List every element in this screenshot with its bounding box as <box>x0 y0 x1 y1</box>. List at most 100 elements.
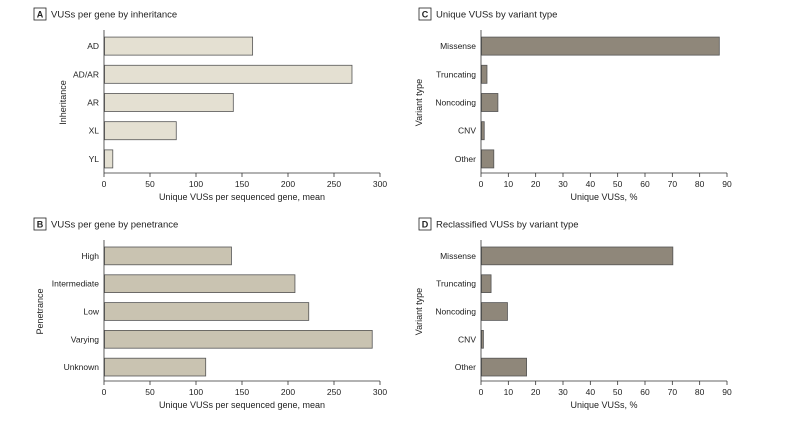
x-tick-label: 30 <box>558 179 568 189</box>
panel-letter: A <box>37 10 44 20</box>
category-label: Other <box>455 154 476 164</box>
bar-other <box>481 149 495 169</box>
x-tick-label: 250 <box>327 387 341 397</box>
x-tick-label: 90 <box>722 179 732 189</box>
panel-c: C Unique VUSs by variant type Missense Trun… <box>414 7 732 202</box>
x-tick-label: 10 <box>504 179 514 189</box>
panel-letter-box <box>33 7 47 21</box>
category-label: Noncoding <box>435 98 476 108</box>
x-tick-label: 200 <box>281 179 295 189</box>
x-tick-label: 50 <box>145 179 155 189</box>
bar-cnv <box>481 121 485 141</box>
category-label: AR <box>87 98 99 108</box>
bar-ar <box>104 93 234 112</box>
panel-title: VUSs per gene by inheritance <box>51 10 177 21</box>
category-label: Missense <box>440 251 476 261</box>
y-axis-title: Inheritance <box>58 80 68 125</box>
category-label: Intermediate <box>52 279 100 289</box>
bar-truncating <box>481 274 492 293</box>
panel-d: D Reclassified VUSs by variant type Missen… <box>414 217 732 410</box>
x-tick-label: 0 <box>102 179 107 189</box>
x-axis-title: Unique VUSs per sequenced gene, mean <box>159 400 325 410</box>
y-axis-title: Variant type <box>414 79 424 126</box>
bar-varying <box>104 330 373 349</box>
x-tick-label: 80 <box>695 387 705 397</box>
x-tick-label: 50 <box>145 387 155 397</box>
bar-ad <box>104 36 254 56</box>
bar-ad-ar <box>104 64 353 84</box>
x-tick-label: 200 <box>281 387 295 397</box>
panel-letter-box <box>33 217 47 231</box>
category-label: Low <box>83 307 99 317</box>
bar-yl <box>104 149 114 169</box>
bar-xl <box>104 121 177 141</box>
bar-high <box>104 246 232 266</box>
x-tick-label: 70 <box>668 387 678 397</box>
x-tick-label: 20 <box>531 179 541 189</box>
category-label: CNV <box>458 334 476 344</box>
category-label: AD/AR <box>73 69 99 79</box>
x-tick-label: 250 <box>327 179 341 189</box>
category-label: Other <box>455 362 476 372</box>
x-axis-title: Unique VUSs, % <box>570 400 637 410</box>
bar-cnv <box>481 330 484 349</box>
x-tick-label: 50 <box>613 387 623 397</box>
category-label: XL <box>89 126 100 136</box>
bar-intermediate <box>104 274 296 293</box>
category-label: Truncating <box>436 69 476 79</box>
x-tick-label: 30 <box>558 387 568 397</box>
x-tick-label: 60 <box>640 387 650 397</box>
bar-missense <box>481 246 674 266</box>
category-label: YL <box>89 154 100 164</box>
x-tick-label: 150 <box>235 387 249 397</box>
category-label: Missense <box>440 41 476 51</box>
panel-letter: B <box>37 220 44 230</box>
panel-letter: C <box>422 10 429 20</box>
x-tick-label: 100 <box>189 387 203 397</box>
bar-unknown <box>104 357 207 377</box>
category-label: High <box>82 251 100 261</box>
y-axis-title: Variant type <box>414 288 424 335</box>
x-axis-title: Unique VUSs per sequenced gene, mean <box>159 192 325 202</box>
category-label: Unknown <box>64 362 100 372</box>
x-tick-label: 0 <box>479 387 484 397</box>
panel-b: B VUSs per gene by penetrance High Intermed… <box>33 217 387 410</box>
bar-low <box>104 302 310 321</box>
x-tick-label: 0 <box>479 179 484 189</box>
panel-title: VUSs per gene by penetrance <box>51 220 178 231</box>
panel-letter-box <box>418 7 432 21</box>
x-tick-label: 60 <box>640 179 650 189</box>
x-tick-label: 0 <box>102 387 107 397</box>
x-tick-label: 50 <box>613 179 623 189</box>
panel-title: Reclassified VUSs by variant type <box>436 220 579 231</box>
x-tick-label: 70 <box>668 179 678 189</box>
category-label: CNV <box>458 126 476 136</box>
panel-letter: D <box>422 220 429 230</box>
category-label: Varying <box>71 334 99 344</box>
x-tick-label: 40 <box>586 179 596 189</box>
x-tick-label: 90 <box>722 387 732 397</box>
x-tick-label: 80 <box>695 179 705 189</box>
bar-noncoding <box>481 93 499 112</box>
x-tick-label: 20 <box>531 387 541 397</box>
x-tick-label: 40 <box>586 387 596 397</box>
bar-missense <box>481 36 720 56</box>
bar-other <box>481 357 527 377</box>
x-tick-label: 300 <box>373 387 387 397</box>
x-axis-title: Unique VUSs, % <box>570 192 637 202</box>
y-axis-title: Penetrance <box>35 288 45 334</box>
category-label: AD <box>87 41 99 51</box>
panel-title: Unique VUSs by variant type <box>436 10 557 21</box>
x-tick-label: 150 <box>235 179 249 189</box>
panel-letter-box <box>418 217 432 231</box>
panel-a: A VUSs per gene by inheritance AD AD/AR AR XL… <box>33 7 387 202</box>
x-tick-label: 300 <box>373 179 387 189</box>
bar-truncating <box>481 64 488 84</box>
x-tick-label: 100 <box>189 179 203 189</box>
x-tick-label: 10 <box>504 387 514 397</box>
category-label: Noncoding <box>435 307 476 317</box>
category-label: Truncating <box>436 279 476 289</box>
bar-noncoding <box>481 302 508 321</box>
